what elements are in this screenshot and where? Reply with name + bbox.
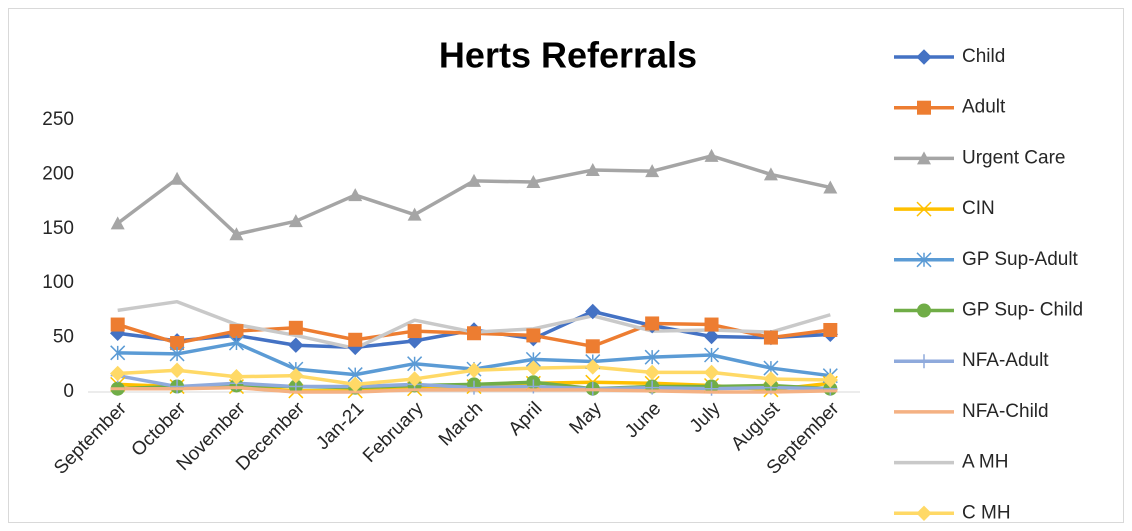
marker	[109, 365, 126, 382]
marker	[822, 372, 839, 388]
marker	[467, 380, 481, 395]
y-tick-label: 250	[42, 109, 74, 130]
marker	[917, 100, 931, 115]
marker	[823, 180, 838, 194]
marker	[526, 175, 541, 189]
marker	[228, 369, 245, 385]
marker	[407, 207, 422, 221]
y-tick-label: 50	[53, 327, 74, 348]
marker	[916, 201, 932, 217]
marker	[703, 364, 720, 381]
marker	[288, 320, 303, 335]
marker	[917, 151, 931, 165]
marker	[644, 349, 660, 365]
marker	[526, 328, 541, 343]
marker	[916, 505, 932, 522]
marker	[704, 347, 720, 363]
marker	[704, 148, 719, 162]
marker	[703, 328, 720, 345]
legend-label: GP Sup- Child	[962, 300, 1083, 321]
y-tick-label: 200	[42, 163, 74, 184]
chart-border	[8, 8, 1124, 523]
legend-label: CIN	[962, 198, 995, 219]
marker	[229, 227, 244, 241]
marker	[525, 360, 542, 376]
marker	[763, 167, 778, 181]
marker	[916, 252, 932, 268]
legend-label: GP Sup-Adult	[962, 249, 1079, 270]
marker	[170, 379, 185, 394]
marker	[585, 359, 601, 375]
marker	[347, 376, 363, 393]
marker	[348, 188, 363, 202]
legend-label: A MH	[962, 452, 1008, 473]
marker	[917, 303, 931, 318]
marker	[288, 367, 304, 384]
marker	[644, 364, 660, 381]
marker	[763, 371, 779, 387]
marker	[585, 339, 600, 354]
marker	[170, 336, 185, 351]
marker	[228, 335, 244, 351]
marker	[467, 173, 481, 187]
marker	[169, 362, 185, 378]
legend-label: NFA-Child	[962, 401, 1049, 422]
marker	[110, 317, 125, 332]
marker	[704, 317, 719, 332]
y-tick-label: 150	[42, 218, 74, 239]
legend-label: C MH	[962, 502, 1011, 523]
marker	[645, 316, 660, 331]
marker	[288, 337, 304, 353]
marker	[229, 324, 244, 339]
legend-label: Adult	[962, 97, 1006, 118]
legend-label: NFA-Adult	[962, 350, 1049, 371]
marker	[348, 332, 363, 347]
legend-label: Child	[962, 46, 1005, 67]
y-tick-label: 0	[63, 381, 74, 402]
marker	[466, 362, 482, 378]
marker	[585, 163, 600, 177]
marker	[170, 171, 185, 185]
marker	[407, 356, 423, 372]
marker	[645, 164, 660, 178]
marker	[110, 216, 125, 230]
marker	[763, 330, 778, 345]
marker	[407, 324, 422, 339]
chart-title: Herts Referrals	[439, 35, 697, 76]
marker	[288, 214, 303, 228]
marker	[110, 345, 126, 361]
legend-label: Urgent Care	[962, 147, 1066, 168]
marker	[169, 346, 185, 362]
marker	[406, 371, 423, 387]
marker	[916, 49, 932, 65]
marker	[917, 354, 931, 369]
y-tick-label: 100	[42, 272, 74, 293]
marker	[467, 326, 481, 341]
marker	[585, 303, 601, 320]
marker	[823, 322, 838, 337]
